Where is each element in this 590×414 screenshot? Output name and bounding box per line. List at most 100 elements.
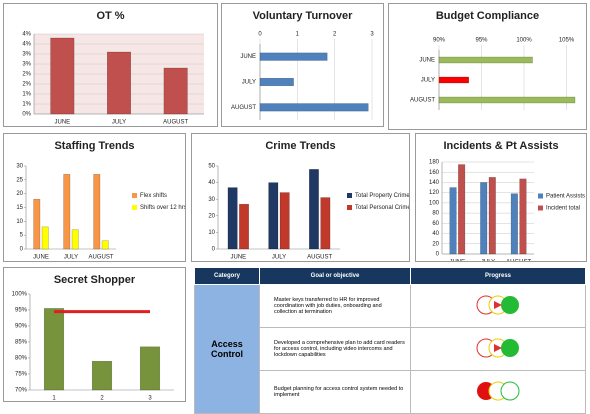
goal-text: Budget planning for access control syste… (274, 386, 404, 398)
bar (101, 240, 109, 250)
panel: Budget Compliance 90% 95% 100% 105% JUNE JULY A… (388, 3, 587, 130)
bar (93, 174, 101, 250)
legend-label: Total Property Crime (355, 193, 409, 199)
bar (107, 51, 131, 115)
bar (449, 187, 457, 255)
goal-text: Developed a comprehensive plan to add ca… (274, 340, 405, 358)
x-tick-label: AUGUST (506, 260, 531, 261)
y-tick-label: 0 (212, 247, 216, 253)
y-tick-label: 95% (15, 308, 28, 314)
bar (163, 67, 188, 115)
y-tick-label: 60 (432, 221, 439, 227)
panel: Voluntary Turnover 0 1 2 3 JUNE JULY AUGUST (221, 3, 384, 127)
legend-label: Total Personal Crimes (355, 205, 409, 211)
x-tick-label: JULY (112, 120, 126, 126)
y-tick-label: 40 (208, 180, 215, 186)
legend-swatch (132, 193, 137, 198)
y-tick-label: 75% (15, 372, 28, 378)
y-tick-label: 4% (22, 32, 31, 38)
category-cell: Access Control (194, 284, 260, 414)
panel: OT % 0% 1% 1% 2% 2% 3% 3% 4% 4% JUNE JULY AUGUST (3, 3, 218, 127)
y-tick-label: 15 (16, 205, 23, 211)
x-tick-label: JUNE (33, 255, 49, 261)
chart: Incidents & Pt Assists 0 20 40 60 80 100 120 140… (429, 140, 585, 266)
x-tick-label: AUGUST (88, 255, 113, 261)
header-cell: Category (194, 267, 260, 285)
y-tick-label: 0 (436, 252, 440, 258)
chart-title: OT % (96, 10, 124, 22)
chart-title: Budget Compliance (436, 10, 539, 22)
y-tick-label: 10 (208, 230, 215, 236)
panel: Crime Trends 0 10 20 30 40 50 JUNE JULY AUGUST Tot… (191, 133, 414, 262)
x-tick-label: 95% (475, 38, 488, 44)
x-tick-label: 90% (433, 38, 446, 44)
y-tick-label: 0 (20, 247, 24, 253)
x-tick-label: 100% (516, 38, 532, 44)
x-tick-label: 0 (258, 32, 262, 38)
header-cell: Progress (410, 267, 586, 285)
bar (320, 197, 331, 250)
y-tick-label: JULY (421, 78, 435, 84)
progress-cell (410, 284, 586, 328)
goal-text: Master keys transferred to HR for improv… (274, 297, 382, 315)
bar (309, 169, 319, 250)
chart: Crime Trends 0 10 20 30 40 50 JUNE JULY AUGUST Tot… (208, 140, 413, 261)
x-tick-label: AUGUST (163, 120, 188, 126)
y-tick-label: 1% (22, 102, 31, 108)
y-tick-label: 160 (429, 170, 440, 176)
x-tick-label: 3 (148, 396, 152, 401)
progress-icon (476, 295, 519, 315)
bar (438, 96, 576, 104)
y-tick-label: 5 (20, 233, 24, 239)
x-tick-label: 1 (296, 32, 300, 38)
x-tick-label: 2 (100, 396, 104, 401)
bar (510, 193, 518, 255)
y-tick-label: 30 (208, 197, 215, 203)
chart: Staffing Trends 0 5 10 15 20 25 30 JUNE JULY AUGUS… (16, 140, 186, 261)
y-tick-label: 80 (432, 211, 439, 217)
y-tick-label: 40 (432, 231, 439, 237)
x-tick-label: JUNE (54, 120, 70, 126)
legend-swatch (132, 205, 137, 210)
panel: Staffing Trends 0 5 10 15 20 25 30 JUNE JULY AUGUS… (3, 133, 187, 262)
x-tick-label: JUNE (449, 260, 465, 261)
goals-table: Category Goal or objective Progress Acce… (194, 267, 586, 414)
bar (438, 56, 533, 64)
y-tick-label: 85% (15, 340, 28, 346)
y-tick-label: JULY (242, 80, 256, 86)
chart: Budget Compliance 90% 95% 100% 105% JUNE JULY A… (410, 10, 576, 110)
legend-swatch (347, 193, 352, 198)
bar (438, 76, 469, 84)
legend-label: Flex shifts (140, 193, 167, 199)
y-tick-label: 10 (16, 219, 23, 225)
bar (91, 360, 113, 391)
y-tick-label: 50 (208, 164, 215, 170)
bar (50, 37, 75, 115)
y-tick-label: 100% (12, 292, 28, 298)
y-tick-label: 20 (16, 191, 23, 197)
chart-title: Crime Trends (265, 140, 335, 152)
chart-title: Voluntary Turnover (253, 10, 354, 22)
dashboard: OT % 0% 1% 1% 2% 2% 3% 3% 4% 4% JUNE JULY AUGUST Vol… (3, 3, 587, 414)
progress-cell (410, 327, 586, 371)
y-tick-label: 70% (15, 388, 28, 394)
y-tick-label: 3% (22, 62, 31, 68)
y-tick-label: 20 (208, 213, 215, 219)
legend-swatch (538, 193, 543, 199)
goal-cell: Budget planning for access control syste… (259, 370, 411, 414)
legend-label: Incident total (546, 206, 580, 212)
progress-icon (477, 381, 520, 401)
progress-cell (410, 370, 586, 414)
bar (259, 77, 294, 87)
y-tick-label: 3% (22, 52, 31, 58)
y-tick-label: JUNE (419, 58, 435, 64)
x-tick-label: JULY (64, 255, 78, 261)
y-tick-label: AUGUST (410, 98, 435, 104)
bar (41, 226, 49, 250)
bar (43, 308, 65, 391)
bar (63, 174, 71, 250)
chart-title: Incidents & Pt Assists (443, 140, 558, 152)
y-tick-label: JUNE (240, 54, 256, 60)
progress-icon (476, 338, 519, 358)
x-tick-label: 105% (559, 38, 575, 44)
